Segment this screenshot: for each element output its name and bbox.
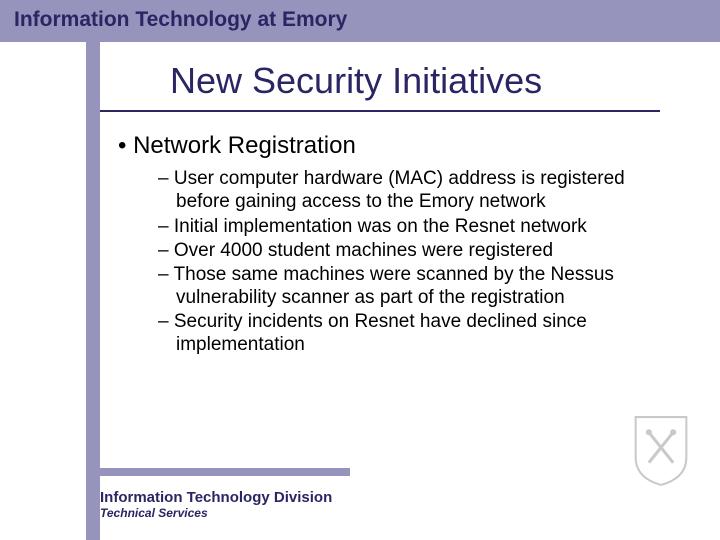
slide-title: New Security Initiatives	[170, 60, 542, 102]
bottom-accent-bar	[100, 468, 350, 476]
header-title: Information Technology at Emory	[14, 8, 347, 32]
footer: Information Technology Division Technica…	[100, 489, 332, 520]
sub-bullet-list: User computer hardware (MAC) address is …	[158, 167, 670, 356]
bullet-level1: Network Registration	[118, 130, 680, 161]
left-stripe	[86, 42, 100, 540]
content-area: Network Registration User computer hardw…	[100, 130, 680, 358]
emory-shield-logo	[630, 412, 692, 488]
footer-subdivision: Technical Services	[100, 506, 332, 520]
bullet-level2: Those same machines were scanned by the …	[158, 263, 670, 309]
bullet-level2: Initial implementation was on the Resnet…	[158, 215, 670, 238]
bullet-level2: User computer hardware (MAC) address is …	[158, 167, 670, 213]
bullet-level2: Security incidents on Resnet have declin…	[158, 310, 670, 356]
bullet-level2: Over 4000 student machines were register…	[158, 239, 670, 262]
footer-division: Information Technology Division	[100, 489, 332, 506]
title-underline	[100, 110, 660, 112]
